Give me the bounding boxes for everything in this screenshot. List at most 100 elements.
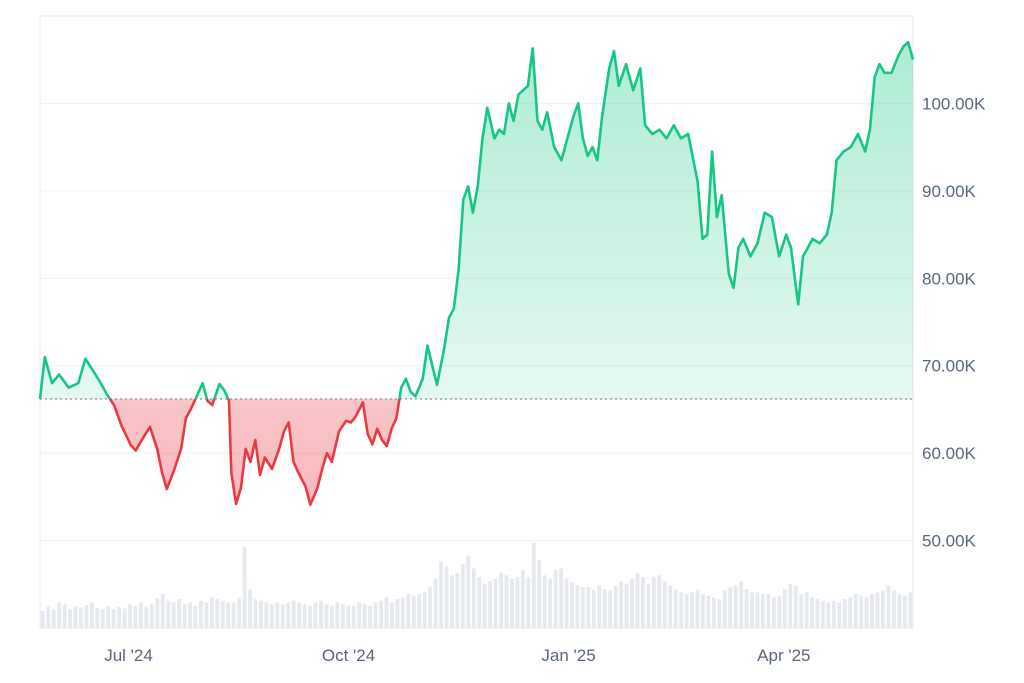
volume-bar (411, 595, 416, 628)
volume-bar (526, 577, 531, 628)
volume-bar (144, 606, 149, 628)
volume-bar (875, 592, 880, 628)
volume-bar (166, 600, 171, 628)
volume-bar (177, 599, 182, 628)
volume-bar (553, 570, 558, 628)
volume-bar (755, 592, 760, 628)
volume-bar (477, 577, 482, 628)
price-line-up (38, 40, 915, 399)
volume-bar (586, 587, 591, 628)
volume-bar (471, 568, 476, 628)
volume-bar (433, 578, 438, 628)
volume-bar (51, 609, 56, 628)
volume-bar (706, 595, 711, 628)
volume-bar (504, 575, 509, 628)
volume-bar (253, 599, 258, 628)
volume-bar (651, 577, 656, 628)
volume-bar (237, 598, 242, 628)
volume-bar (384, 597, 389, 628)
volume-bar (139, 602, 143, 628)
volume-bar (444, 566, 449, 628)
volume-bar (684, 594, 689, 628)
volume-bar (362, 604, 367, 628)
volume-bar (662, 581, 667, 628)
volume-bar (400, 597, 405, 628)
volume-bar (373, 602, 378, 628)
volume-bar (788, 583, 793, 628)
volume-bar (728, 587, 733, 628)
volume-bar (859, 595, 864, 628)
x-tick-label: Jul '24 (104, 646, 153, 665)
x-axis: Jul '24 Oct '24 Jan '25 Apr '25 (104, 646, 810, 665)
volume-bar (559, 568, 563, 628)
y-tick-label: 70.00K (922, 357, 977, 376)
volume-bar (133, 605, 138, 628)
x-tick-label: Apr '25 (757, 646, 810, 665)
area-above-baseline (40, 42, 913, 399)
volume-bar (390, 602, 394, 628)
volume-bar (264, 602, 269, 628)
volume-bar (128, 604, 132, 628)
volume-bar (193, 605, 198, 628)
volume-bar (799, 594, 804, 628)
volume-bar (826, 602, 831, 628)
volume-bar (886, 585, 891, 628)
volume-bar (520, 570, 525, 628)
volume-bar (613, 585, 618, 628)
volume-bar (297, 602, 302, 628)
volume-bar (646, 583, 651, 628)
volume-bar (460, 564, 465, 628)
volume-bar (84, 605, 89, 628)
volume-bar (570, 582, 574, 628)
volume-bar (46, 606, 51, 628)
volume-bar (329, 605, 334, 628)
volume-bar (635, 572, 640, 628)
volume-bar (657, 575, 662, 628)
volume-bar (515, 577, 520, 628)
volume-bar (324, 604, 329, 628)
x-tick-label: Jan '25 (541, 646, 595, 665)
volume-bar (750, 592, 754, 628)
volume-bar (733, 585, 738, 628)
volume-bar (701, 594, 705, 628)
y-tick-label: 90.00K (922, 182, 977, 201)
volume-bar (630, 578, 634, 628)
volume-bar (831, 600, 836, 628)
volume-bar (395, 599, 400, 628)
volume-bar (204, 602, 209, 628)
volume-bar (111, 609, 116, 628)
volume-bar (160, 594, 165, 628)
volume-bar (777, 595, 782, 628)
volume-bar (346, 605, 351, 628)
volume-bar (62, 604, 67, 628)
volume-bar (117, 606, 122, 628)
volume-bar (744, 588, 749, 628)
volume-bar (439, 561, 443, 628)
volume-bar (482, 583, 487, 628)
volume-bar (215, 599, 220, 628)
y-tick-label: 50.00K (922, 532, 977, 551)
volume-bar (891, 590, 896, 628)
y-axis: 50.00K 60.00K 70.00K 80.00K 90.00K 100.00K (922, 94, 986, 550)
volume-bar (155, 598, 160, 628)
volume-bar (73, 606, 78, 628)
volume-bar (695, 589, 700, 628)
volume-bar (602, 588, 607, 628)
volume-bar (351, 605, 356, 628)
y-tick-label: 80.00K (922, 269, 977, 288)
volume-bar (881, 590, 885, 628)
volume-bar (340, 604, 345, 628)
volume-bar (815, 599, 820, 628)
volume-bar (455, 572, 460, 628)
price-line-down (40, 398, 401, 506)
volume-bar (199, 600, 203, 628)
volume-bar (106, 605, 111, 628)
volume-bar (357, 602, 362, 628)
volume-bar (259, 600, 263, 628)
volume-bar (597, 585, 602, 628)
x-tick-label: Oct '24 (322, 646, 375, 665)
volume-bar (313, 602, 318, 628)
volume-bar (302, 604, 307, 628)
volume-bar (226, 602, 231, 628)
